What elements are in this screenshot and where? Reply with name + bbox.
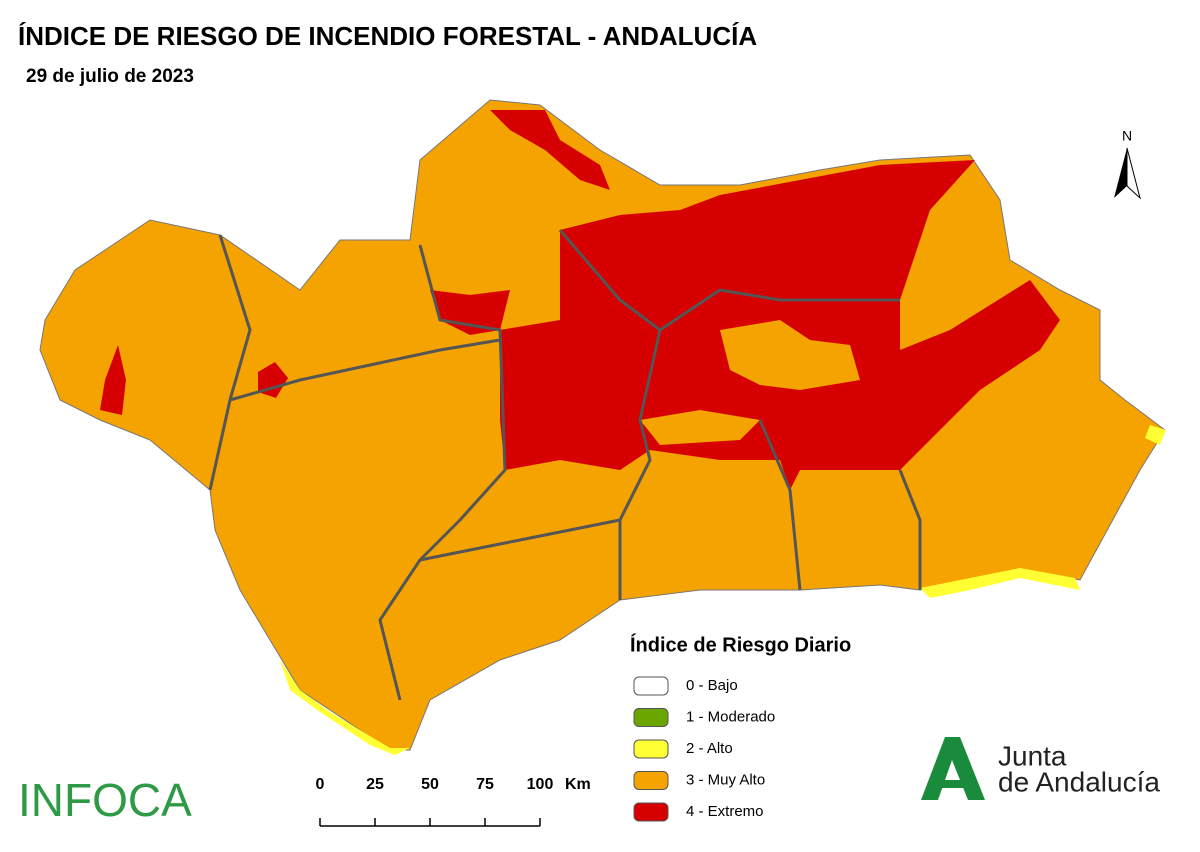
legend-swatch bbox=[633, 771, 669, 790]
coast-high bbox=[920, 568, 1080, 598]
border bbox=[229, 338, 501, 402]
coast-high bbox=[1145, 425, 1166, 445]
legend-label: 2 - Alto bbox=[686, 740, 733, 757]
very-high-enclave bbox=[640, 410, 760, 445]
legend-label: 3 - Muy Alto bbox=[686, 771, 765, 788]
scale-label: 100 bbox=[527, 776, 554, 793]
province-borders bbox=[208, 229, 922, 701]
scale-label: 0 bbox=[316, 776, 325, 793]
extreme-zone bbox=[430, 290, 510, 335]
legend-label: 0 - Bajo bbox=[686, 677, 738, 694]
border bbox=[758, 419, 802, 591]
scale-bar: 0 25 50 75 100 Km bbox=[316, 776, 591, 827]
title: ÍNDICE DE RIESGO DE INCENDIO FORESTAL - … bbox=[18, 21, 757, 51]
border bbox=[208, 234, 252, 491]
very-high-enclave bbox=[720, 320, 860, 390]
border bbox=[659, 288, 900, 332]
legend-label: 1 - Moderado bbox=[686, 708, 775, 725]
north-arrow: N bbox=[1114, 128, 1141, 200]
legend: Índice de Riesgo Diario 0 - Bajo 1 - Mode… bbox=[630, 633, 851, 822]
border bbox=[378, 244, 507, 701]
border bbox=[419, 518, 621, 562]
legend-label: 4 - Extremo bbox=[686, 803, 764, 820]
junta-text: de Andalucía bbox=[998, 766, 1160, 797]
junta-mark-bar bbox=[936, 780, 968, 788]
date: 29 de julio de 2023 bbox=[26, 66, 194, 87]
arrow-right bbox=[1126, 147, 1141, 200]
scale-label: 50 bbox=[421, 776, 439, 793]
scale-label: 25 bbox=[366, 776, 384, 793]
region bbox=[39, 99, 1166, 755]
scale-label: 75 bbox=[476, 776, 494, 793]
arrow-left bbox=[1114, 148, 1127, 198]
legend-swatch bbox=[633, 739, 669, 759]
infoca-logo: INFOCA bbox=[18, 774, 192, 826]
legend-swatch bbox=[633, 802, 669, 822]
scale-unit: Km bbox=[565, 776, 591, 793]
border bbox=[898, 469, 922, 590]
junta-logo: Junta de Andalucía bbox=[921, 737, 1160, 800]
legend-title: Índice de Riesgo Diario bbox=[630, 633, 851, 656]
legend-swatch bbox=[633, 676, 669, 696]
extreme-zone bbox=[100, 345, 126, 415]
legend-swatch bbox=[633, 708, 669, 727]
north-label: N bbox=[1122, 128, 1132, 144]
extreme-zone bbox=[490, 110, 610, 190]
junta-text: Junta bbox=[998, 740, 1067, 771]
